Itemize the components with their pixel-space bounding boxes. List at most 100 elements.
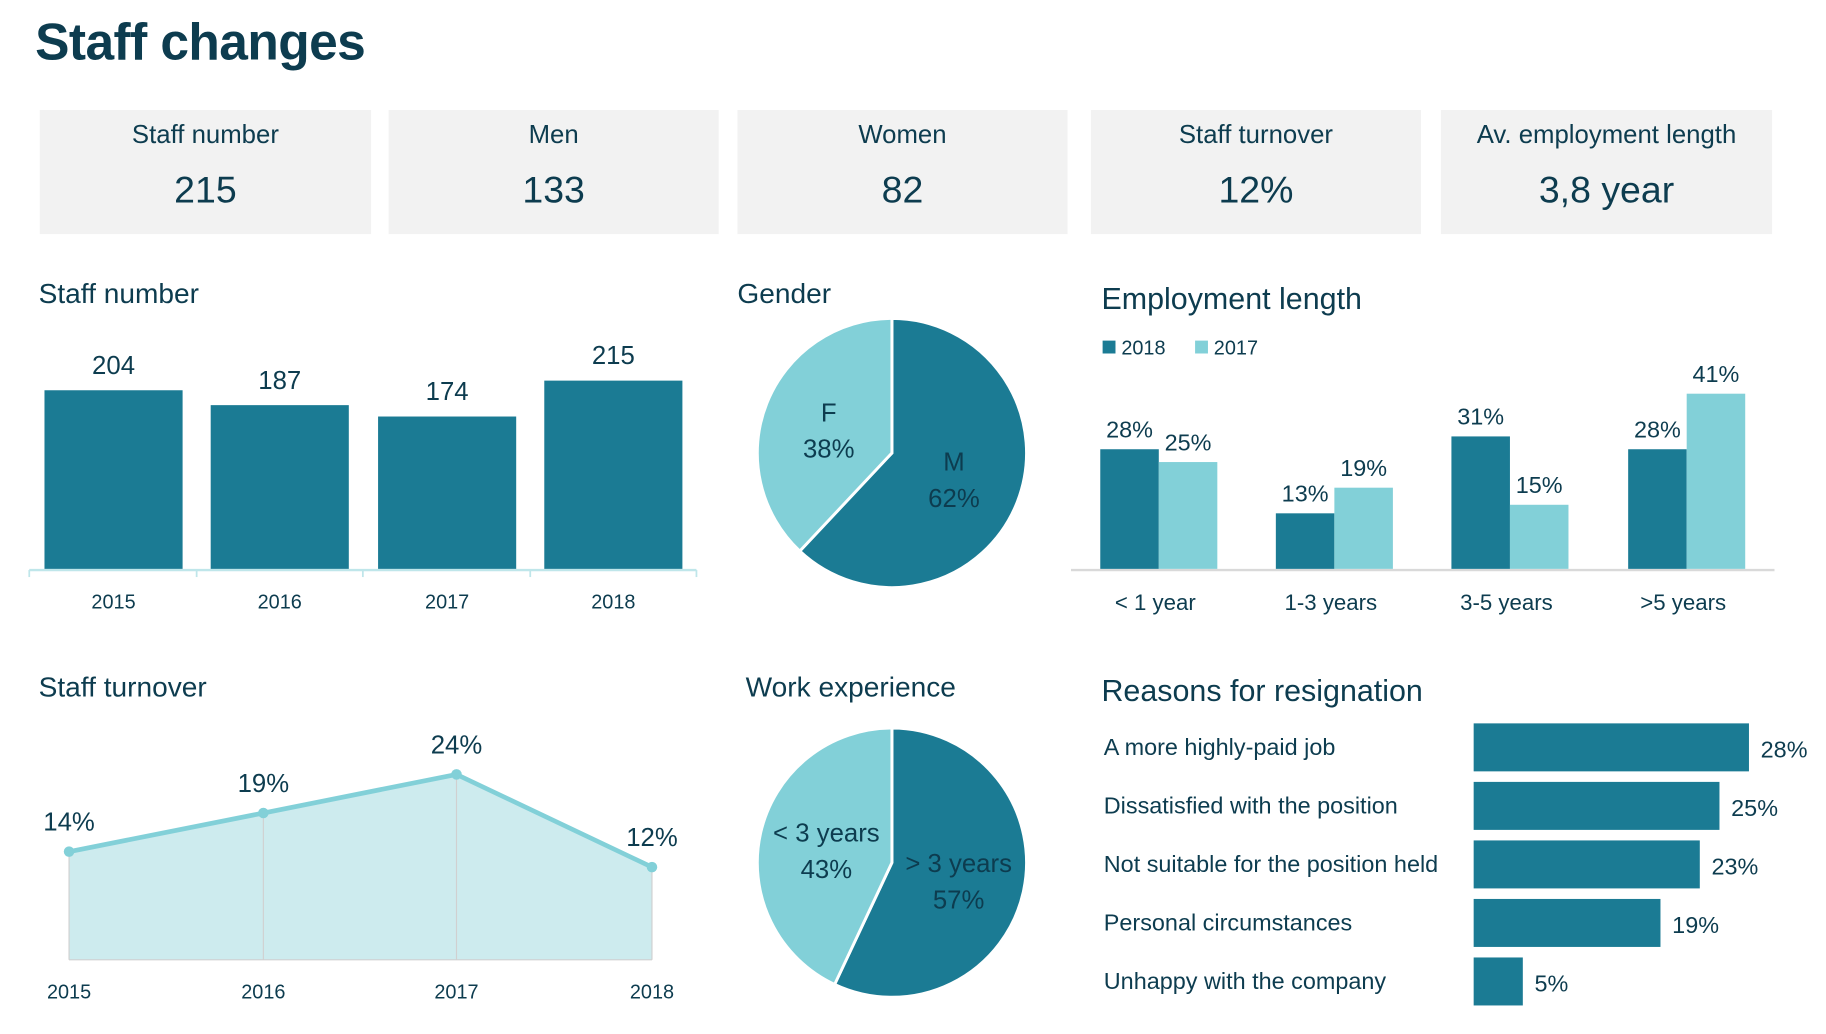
- bar-2017-0: [1158, 462, 1218, 569]
- bar-2016: [210, 405, 349, 569]
- x-tick-label: < 1 year: [1115, 590, 1197, 615]
- staff-turnover-title: Staff turnover: [38, 671, 207, 704]
- data-point: [646, 861, 658, 873]
- x-tick-label: 2016: [241, 981, 285, 1003]
- bar-reason-1: [1473, 781, 1720, 830]
- category-label: A more highly-paid job: [1104, 734, 1336, 760]
- kpi-staff-number: Staff number 215: [39, 110, 372, 235]
- x-tick-label: >5 years: [1640, 590, 1726, 615]
- work-experience-title: Work experience: [745, 671, 956, 704]
- page-title: Staff changes: [35, 14, 366, 72]
- slice-value: 62%: [928, 485, 980, 513]
- data-label: 23%: [1712, 853, 1759, 879]
- data-label: 24%: [431, 731, 483, 759]
- data-point: [451, 769, 462, 780]
- slice-label: > 3 years: [905, 850, 1012, 878]
- data-label: 41%: [1693, 361, 1740, 387]
- pie-slice-1: [755, 316, 894, 554]
- bar-2018-1: [1275, 513, 1335, 569]
- area-fill: [69, 774, 652, 960]
- bar-2015: [44, 390, 183, 569]
- category-label: Not suitable for the position held: [1104, 851, 1438, 877]
- x-tick-label: 2017: [434, 981, 478, 1003]
- category-label: Dissatisfied with the position: [1104, 792, 1398, 818]
- bar-2018: [544, 380, 683, 569]
- legend-swatch-2017: [1195, 340, 1208, 354]
- category-label: Unhappy with the company: [1104, 968, 1387, 994]
- kpi-value: 133: [522, 168, 585, 211]
- data-label: 13%: [1282, 481, 1329, 507]
- bar-2017: [378, 416, 517, 569]
- x-tick-label: 2016: [258, 592, 302, 614]
- legend-label: 2017: [1214, 338, 1258, 360]
- kpi-label: Av. employment length: [1476, 119, 1737, 149]
- data-label: 19%: [1340, 455, 1387, 481]
- legend-swatch-2018: [1102, 340, 1116, 354]
- x-tick-label: 2018: [630, 981, 674, 1003]
- data-label: 25%: [1731, 795, 1778, 821]
- gender-title: Gender: [737, 278, 832, 311]
- category-label: Personal circumstances: [1104, 910, 1352, 936]
- kpi-value: 12%: [1218, 168, 1294, 211]
- bar-2018-3: [1628, 449, 1687, 569]
- kpi-men: Men 133: [388, 110, 719, 235]
- pie-slice-0: [797, 316, 1028, 590]
- data-label: 14%: [43, 809, 95, 837]
- data-label: 19%: [1672, 912, 1719, 938]
- kpi-avg-employment-length: Av. employment length 3,8 year: [1440, 110, 1773, 235]
- legend-label: 2018: [1121, 338, 1165, 360]
- data-label: 215: [592, 342, 635, 370]
- data-label: 19%: [238, 770, 290, 798]
- employment-length-title: Employment length: [1101, 280, 1362, 317]
- slice-label: M: [943, 449, 964, 477]
- bar-2017-3: [1686, 393, 1746, 569]
- slice-value: 38%: [803, 436, 855, 464]
- slice-value: 57%: [933, 886, 985, 914]
- kpi-value: 215: [174, 168, 237, 211]
- bar-reason-3: [1473, 898, 1661, 947]
- pie-slice-1: [755, 726, 894, 987]
- data-point: [63, 846, 75, 857]
- kpi-value: 82: [881, 168, 924, 211]
- bar-2018-0: [1100, 449, 1159, 569]
- x-tick-label: 2015: [47, 981, 91, 1003]
- bar-2018-2: [1451, 436, 1510, 569]
- pie-slice-0: [832, 726, 1028, 999]
- staff-number-title: Staff number: [38, 278, 199, 311]
- data-label: 5%: [1535, 970, 1569, 996]
- x-tick-label: 3-5 years: [1460, 590, 1553, 615]
- bar-reason-4: [1473, 957, 1523, 1006]
- slice-value: 43%: [801, 856, 853, 884]
- kpi-label: Men: [528, 119, 579, 149]
- slice-label: < 3 years: [773, 820, 880, 848]
- kpi-staff-turnover: Staff turnover 12%: [1090, 110, 1421, 235]
- turnover-line: [68, 771, 653, 870]
- x-tick-label: 2015: [91, 592, 135, 614]
- kpi-value: 3,8 year: [1538, 168, 1675, 211]
- bar-2017-1: [1334, 487, 1393, 569]
- x-tick-label: 2018: [591, 592, 635, 614]
- data-point: [258, 807, 269, 819]
- data-label: 12%: [626, 824, 678, 852]
- kpi-label: Women: [858, 119, 947, 149]
- bar-reason-2: [1473, 840, 1700, 889]
- reasons-title: Reasons for resignation: [1101, 673, 1423, 709]
- data-label: 15%: [1516, 472, 1563, 498]
- data-label: 28%: [1106, 417, 1153, 443]
- x-tick-label: 1-3 years: [1285, 590, 1378, 615]
- data-label: 28%: [1634, 417, 1681, 443]
- data-label: 31%: [1457, 404, 1504, 430]
- data-label: 28%: [1761, 736, 1808, 762]
- kpi-label: Staff number: [131, 119, 279, 149]
- data-label: 187: [258, 367, 301, 395]
- bar-2017-2: [1509, 504, 1569, 569]
- kpi-label: Staff turnover: [1178, 119, 1333, 149]
- x-tick-label: 2017: [425, 592, 469, 614]
- data-label: 174: [426, 378, 469, 406]
- slice-label: F: [821, 399, 837, 427]
- data-label: 25%: [1165, 429, 1212, 455]
- data-label: 204: [92, 352, 135, 380]
- bar-reason-0: [1473, 723, 1749, 772]
